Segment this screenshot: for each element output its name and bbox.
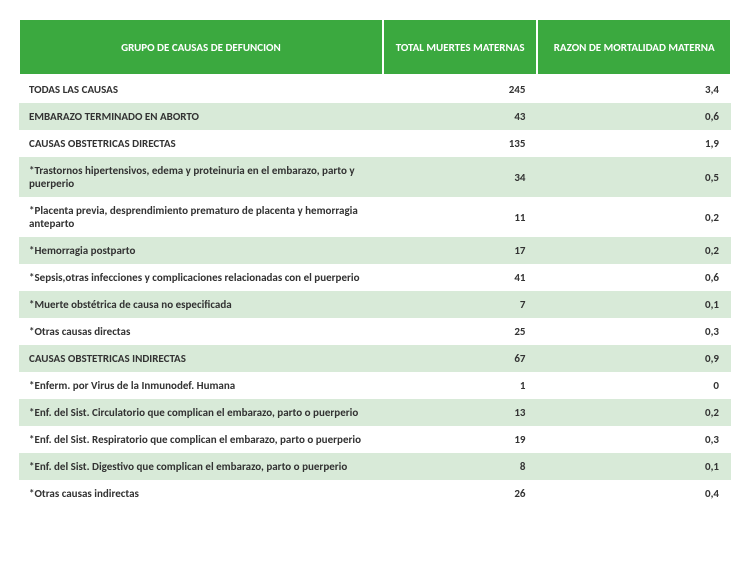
header-total: TOTAL MUERTES MATERNAS <box>383 19 538 75</box>
table-row: *Enferm. por Virus de la Inmunodef. Huma… <box>19 372 731 399</box>
cell-cause: *Otras causas directas <box>19 318 383 345</box>
cell-cause: *Hemorragia postparto <box>19 237 383 264</box>
cell-ratio: 1,9 <box>537 130 731 157</box>
cell-total: 26 <box>383 480 538 507</box>
table-row: CAUSAS OBSTETRICAS DIRECTAS1351,9 <box>19 130 731 157</box>
cell-ratio: 0 <box>537 372 731 399</box>
table-body: TODAS LAS CAUSAS2453,4EMBARAZO TERMINADO… <box>19 75 731 507</box>
cell-ratio: 0,4 <box>537 480 731 507</box>
table-row: *Otras causas indirectas260,4 <box>19 480 731 507</box>
table-row: *Trastornos hipertensivos, edema y prote… <box>19 157 731 197</box>
cell-total: 67 <box>383 345 538 372</box>
table-row: *Enf. del Sist. Circulatorio que complic… <box>19 399 731 426</box>
table-row: CAUSAS OBSTETRICAS INDIRECTAS670,9 <box>19 345 731 372</box>
cell-ratio: 0,6 <box>537 264 731 291</box>
cell-cause: *Otras causas indirectas <box>19 480 383 507</box>
header-cause: GRUPO DE CAUSAS DE DEFUNCION <box>19 19 383 75</box>
cell-total: 17 <box>383 237 538 264</box>
table-row: *Sepsis,otras infecciones y complicacion… <box>19 264 731 291</box>
header-row: GRUPO DE CAUSAS DE DEFUNCION TOTAL MUERT… <box>19 19 731 75</box>
table-row: *Enf. del Sist. Respiratorio que complic… <box>19 426 731 453</box>
data-table: GRUPO DE CAUSAS DE DEFUNCION TOTAL MUERT… <box>18 18 732 507</box>
cell-total: 11 <box>383 197 538 237</box>
cell-cause: CAUSAS OBSTETRICAS INDIRECTAS <box>19 345 383 372</box>
cell-total: 41 <box>383 264 538 291</box>
cell-cause: *Enf. del Sist. Respiratorio que complic… <box>19 426 383 453</box>
header-ratio: RAZON DE MORTALIDAD MATERNA <box>537 19 731 75</box>
table-row: *Placenta previa, desprendimiento premat… <box>19 197 731 237</box>
table-row: *Muerte obstétrica de causa no especific… <box>19 291 731 318</box>
cell-ratio: 0,2 <box>537 399 731 426</box>
cell-ratio: 0,3 <box>537 426 731 453</box>
cell-ratio: 0,9 <box>537 345 731 372</box>
cell-total: 245 <box>383 75 538 103</box>
cell-cause: *Enf. del Sist. Circulatorio que complic… <box>19 399 383 426</box>
cell-cause: CAUSAS OBSTETRICAS DIRECTAS <box>19 130 383 157</box>
cell-total: 34 <box>383 157 538 197</box>
cell-cause: *Placenta previa, desprendimiento premat… <box>19 197 383 237</box>
cell-ratio: 0,1 <box>537 453 731 480</box>
table-row: *Hemorragia postparto170,2 <box>19 237 731 264</box>
cell-cause: *Enf. del Sist. Digestivo que complican … <box>19 453 383 480</box>
cell-ratio: 0,2 <box>537 237 731 264</box>
cell-cause: *Trastornos hipertensivos, edema y prote… <box>19 157 383 197</box>
table-row: EMBARAZO TERMINADO EN ABORTO430,6 <box>19 103 731 130</box>
table-row: TODAS LAS CAUSAS2453,4 <box>19 75 731 103</box>
cell-ratio: 0,3 <box>537 318 731 345</box>
cell-ratio: 0,1 <box>537 291 731 318</box>
cell-total: 13 <box>383 399 538 426</box>
cell-cause: EMBARAZO TERMINADO EN ABORTO <box>19 103 383 130</box>
maternal-mortality-table: GRUPO DE CAUSAS DE DEFUNCION TOTAL MUERT… <box>18 18 732 507</box>
cell-cause: *Muerte obstétrica de causa no especific… <box>19 291 383 318</box>
cell-ratio: 0,5 <box>537 157 731 197</box>
cell-ratio: 0,2 <box>537 197 731 237</box>
cell-total: 135 <box>383 130 538 157</box>
table-row: *Otras causas directas250,3 <box>19 318 731 345</box>
cell-total: 7 <box>383 291 538 318</box>
cell-total: 19 <box>383 426 538 453</box>
cell-cause: TODAS LAS CAUSAS <box>19 75 383 103</box>
cell-ratio: 0,6 <box>537 103 731 130</box>
cell-total: 1 <box>383 372 538 399</box>
cell-total: 8 <box>383 453 538 480</box>
cell-cause: *Sepsis,otras infecciones y complicacion… <box>19 264 383 291</box>
cell-ratio: 3,4 <box>537 75 731 103</box>
table-row: *Enf. del Sist. Digestivo que complican … <box>19 453 731 480</box>
cell-total: 43 <box>383 103 538 130</box>
cell-total: 25 <box>383 318 538 345</box>
table-header: GRUPO DE CAUSAS DE DEFUNCION TOTAL MUERT… <box>19 19 731 75</box>
cell-cause: *Enferm. por Virus de la Inmunodef. Huma… <box>19 372 383 399</box>
